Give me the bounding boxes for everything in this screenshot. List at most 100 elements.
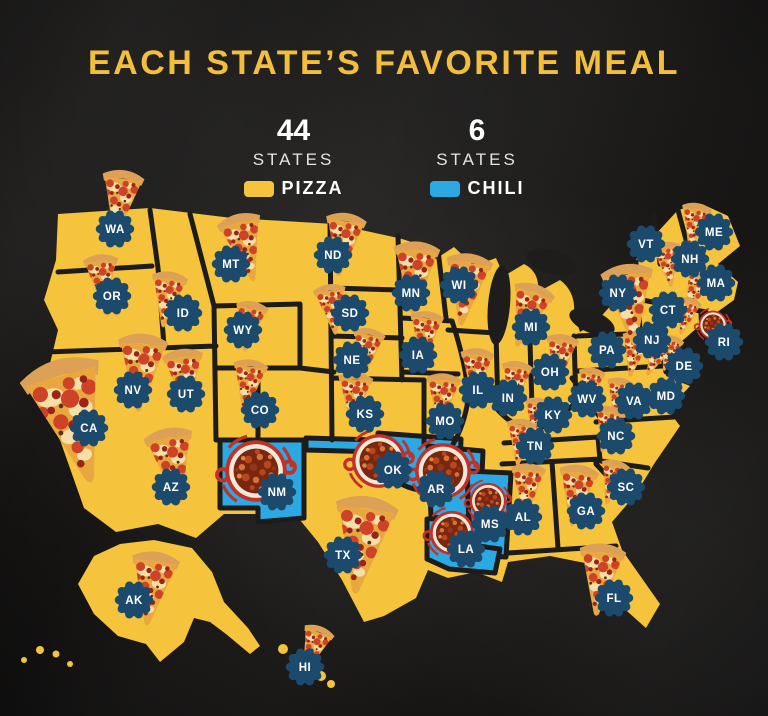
state-badge-ca: CA (69, 409, 109, 447)
legend-item-pizza: 44 STATES PIZZA (243, 114, 344, 199)
state-abbr-label: VT (638, 239, 654, 251)
state-badge-nd: ND (313, 236, 353, 274)
state-badge-wa: WA (95, 210, 135, 248)
alaska-landmass (78, 540, 260, 662)
state-abbr-label: SC (618, 482, 635, 494)
state-badge-md: MD (646, 377, 686, 415)
state-abbr-label: TN (527, 441, 543, 453)
state-abbr-label: TX (335, 550, 351, 562)
state-badge-vt: VT (626, 225, 666, 263)
state-badge-ut: UT (166, 375, 206, 413)
state-abbr-label: MN (402, 288, 421, 300)
state-abbr-label: SD (342, 308, 359, 320)
state-badge-nh: NH (670, 240, 710, 278)
state-badge-nc: NC (596, 417, 636, 455)
state-abbr-label: NJ (644, 335, 660, 347)
state-badge-in: IN (488, 379, 528, 417)
page-title: EACH STATE’S FAVORITE MEAL (87, 44, 681, 82)
state-badge-pa: PA (587, 331, 627, 369)
state-abbr-label: KS (357, 409, 374, 421)
chili-count: 6 (468, 114, 486, 147)
chili-label: CHILI (467, 178, 525, 198)
state-abbr-label: DE (676, 361, 693, 373)
chili-swatch (429, 180, 460, 197)
pizza-states-label: STATES (252, 150, 335, 169)
state-abbr-label: AL (515, 512, 531, 524)
state-badge-ga: GA (566, 492, 606, 530)
state-abbr-label: LA (458, 544, 474, 556)
chili-states-label: STATES (436, 150, 518, 169)
pizza-count: 44 (276, 114, 311, 147)
state-abbr-label: KY (545, 410, 562, 422)
state-abbr-label: UT (178, 389, 194, 401)
state-abbr-label: IA (412, 350, 425, 362)
state-badges-layer: WA OR ID MT WY NV UT CA AZ CO NM ND SD NE KS OK TX MN IA MO… (69, 210, 744, 686)
state-abbr-label: ID (177, 308, 190, 320)
state-badge-ks: KS (345, 395, 385, 433)
state-badge-co: CO (240, 391, 280, 429)
state-abbr-label: ND (324, 250, 342, 262)
state-badge-id: ID (163, 294, 203, 332)
state-badge-va: VA (614, 382, 654, 420)
aleutian-islands (21, 646, 73, 667)
state-badge-sc: SC (606, 468, 646, 506)
state-badge-ok: OK (373, 451, 413, 489)
state-badge-la: LA (446, 530, 486, 568)
state-abbr-label: WA (105, 224, 125, 236)
state-abbr-label: AK (125, 595, 143, 607)
state-badge-me: ME (694, 213, 734, 251)
state-abbr-label: FL (606, 593, 621, 605)
state-abbr-label: CO (251, 405, 269, 417)
state-abbr-label: NC (607, 431, 625, 443)
state-abbr-label: RI (718, 337, 731, 349)
state-abbr-label: PA (599, 345, 615, 357)
state-abbr-label: WV (577, 394, 597, 406)
state-abbr-label: NM (268, 487, 287, 499)
state-badge-il: IL (458, 371, 498, 409)
state-badge-hi: HI (285, 648, 325, 686)
state-abbr-label: MA (707, 278, 726, 290)
state-badge-al: AL (503, 498, 543, 536)
legend: 44 STATES PIZZA 6 STATES CHILI (0, 116, 768, 199)
state-badge-ne: NE (332, 341, 372, 379)
state-abbr-label: VA (626, 396, 642, 408)
state-badge-ma: MA (696, 264, 736, 302)
state-abbr-label: OK (384, 465, 402, 477)
state-abbr-label: OR (103, 291, 121, 303)
state-badge-tx: TX (323, 536, 363, 574)
state-abbr-label: MD (657, 391, 676, 403)
state-abbr-label: AR (427, 484, 445, 496)
legend-item-chili: 6 STATES CHILI (429, 114, 525, 199)
state-abbr-label: MT (222, 259, 240, 271)
state-badge-oh: OH (530, 353, 570, 391)
state-abbr-label: WY (233, 325, 253, 337)
state-badge-wy: WY (223, 311, 263, 349)
state-abbr-label: MI (524, 322, 538, 334)
state-badge-ak: AK (114, 581, 154, 619)
state-badge-ms: MS (470, 505, 510, 543)
state-abbr-label: ME (705, 227, 723, 239)
state-abbr-label: CT (660, 305, 676, 317)
state-abbr-label: OH (541, 367, 559, 379)
state-abbr-label: NY (610, 288, 627, 300)
state-badge-mo: MO (425, 402, 465, 440)
state-abbr-label: MO (435, 416, 455, 428)
state-badge-ri: RI (704, 323, 744, 361)
state-badge-nm: NM (257, 473, 297, 511)
state-badge-ar: AR (416, 470, 456, 508)
state-abbr-label: NE (344, 355, 361, 367)
state-abbr-label: GA (577, 506, 595, 518)
state-abbr-label: MS (481, 519, 499, 531)
state-badge-ky: KY (533, 396, 573, 434)
state-abbr-label: AZ (163, 482, 179, 494)
great-lakes (487, 248, 615, 345)
state-badge-fl: FL (594, 579, 634, 617)
state-badge-or: OR (92, 277, 132, 315)
state-badge-de: DE (664, 347, 704, 385)
state-abbr-label: IL (472, 385, 483, 397)
state-badge-nv: NV (113, 371, 153, 409)
state-abbr-label: CA (80, 423, 98, 435)
state-badge-mn: MN (391, 274, 431, 312)
